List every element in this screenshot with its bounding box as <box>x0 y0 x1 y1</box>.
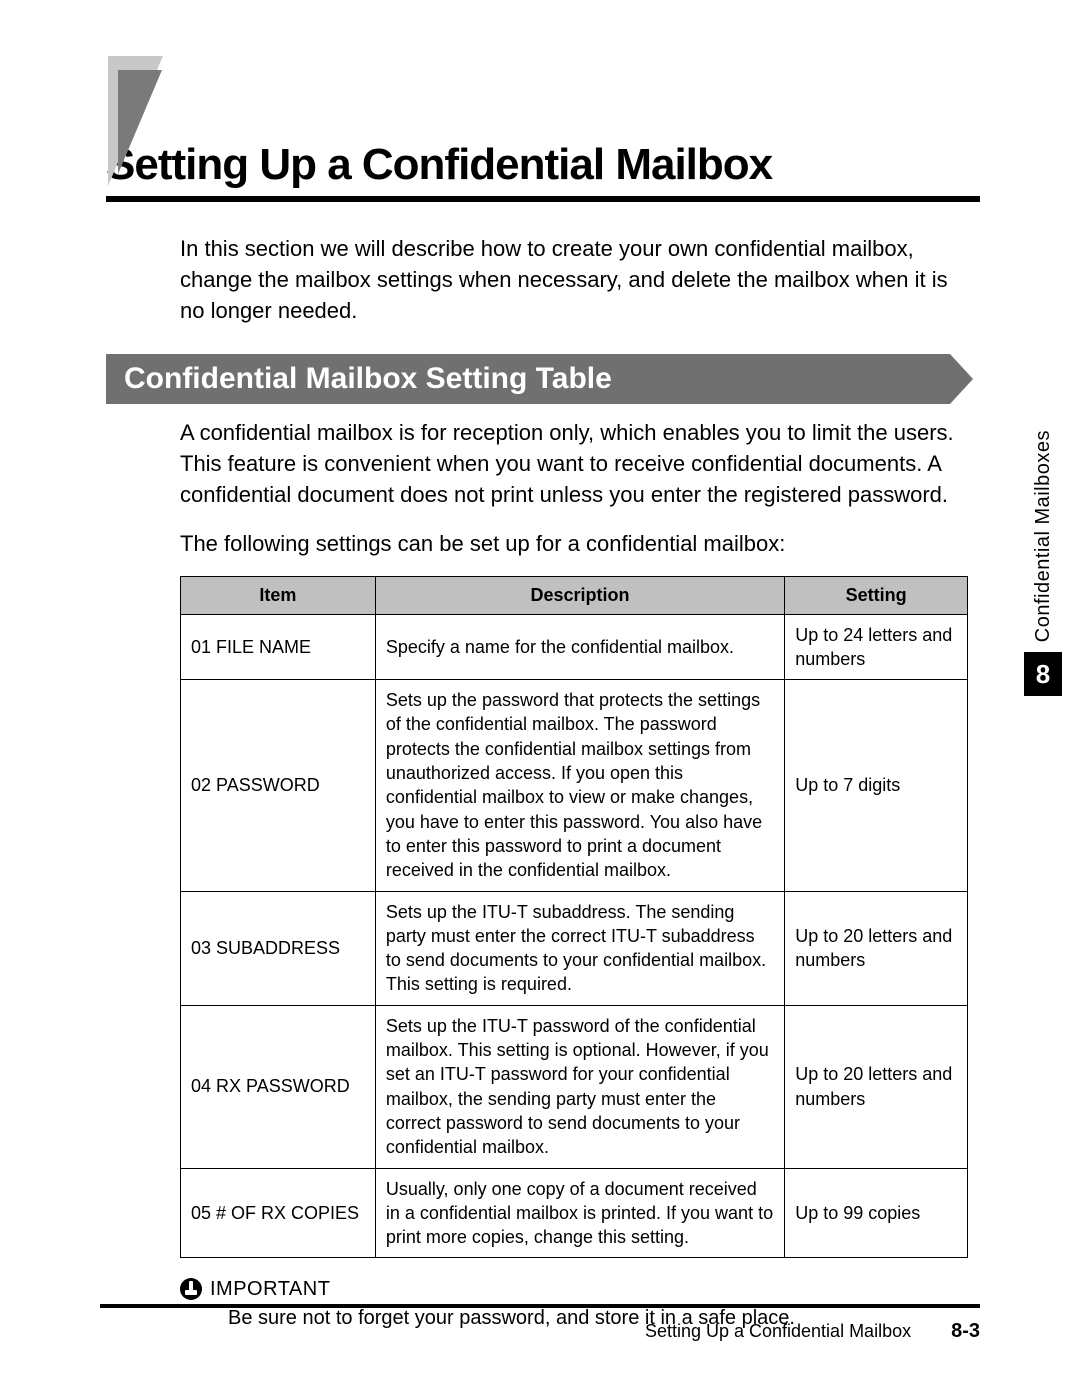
cell-item: 04 RX PASSWORD <box>181 1005 376 1168</box>
important-label: IMPORTANT <box>210 1278 330 1301</box>
side-tab-chapter-number: 8 <box>1024 652 1062 696</box>
cell-setting: Up to 99 copies <box>785 1168 968 1258</box>
cell-setting: Up to 20 letters and numbers <box>785 1005 968 1168</box>
cell-description: Sets up the ITU-T subaddress. The sendin… <box>375 891 784 1005</box>
table-row: 01 FILE NAME Specify a name for the conf… <box>181 614 968 680</box>
settings-table: Item Description Setting 01 FILE NAME Sp… <box>180 576 968 1259</box>
important-icon <box>180 1278 202 1300</box>
table-row: 05 # OF RX COPIES Usually, only one copy… <box>181 1168 968 1258</box>
section-follow-text: The following settings can be set up for… <box>180 529 970 560</box>
table-header-item: Item <box>181 576 376 614</box>
section-description: A confidential mailbox is for reception … <box>180 418 970 510</box>
table-row: 03 SUBADDRESS Sets up the ITU-T subaddre… <box>181 891 968 1005</box>
footer-page-number: 8-3 <box>951 1320 980 1343</box>
page-footer: Setting Up a Confidential Mailbox 8-3 <box>100 1304 980 1343</box>
intro-paragraph: In this section we will describe how to … <box>180 234 970 326</box>
chapter-triangle-inner <box>118 70 162 174</box>
cell-item: 03 SUBADDRESS <box>181 891 376 1005</box>
cell-description: Specify a name for the confidential mail… <box>375 614 784 680</box>
cell-setting: Up to 20 letters and numbers <box>785 891 968 1005</box>
cell-description: Sets up the password that protects the s… <box>375 680 784 891</box>
table-header-row: Item Description Setting <box>181 576 968 614</box>
side-tab: Confidential Mailboxes 8 <box>1024 430 1062 696</box>
cell-description: Sets up the ITU-T password of the confid… <box>375 1005 784 1168</box>
cell-setting: Up to 24 letters and numbers <box>785 614 968 680</box>
cell-item: 05 # OF RX COPIES <box>181 1168 376 1258</box>
side-tab-label: Confidential Mailboxes <box>1032 430 1055 642</box>
cell-item: 02 PASSWORD <box>181 680 376 891</box>
page-title: Setting Up a Confidential Mailbox <box>106 140 980 190</box>
footer-title: Setting Up a Confidential Mailbox <box>645 1321 911 1342</box>
cell-description: Usually, only one copy of a document rec… <box>375 1168 784 1258</box>
footer-divider <box>100 1304 980 1308</box>
footer-row: Setting Up a Confidential Mailbox 8-3 <box>100 1320 980 1343</box>
cell-item: 01 FILE NAME <box>181 614 376 680</box>
cell-setting: Up to 7 digits <box>785 680 968 891</box>
table-row: 02 PASSWORD Sets up the password that pr… <box>181 680 968 891</box>
section-heading-banner: Confidential Mailbox Setting Table <box>106 354 950 404</box>
page-container: Setting Up a Confidential Mailbox In thi… <box>0 0 1080 1388</box>
table-header-description: Description <box>375 576 784 614</box>
important-block: IMPORTANT <box>180 1278 980 1301</box>
table-header-setting: Setting <box>785 576 968 614</box>
title-underline <box>106 196 980 202</box>
table-row: 04 RX PASSWORD Sets up the ITU-T passwor… <box>181 1005 968 1168</box>
